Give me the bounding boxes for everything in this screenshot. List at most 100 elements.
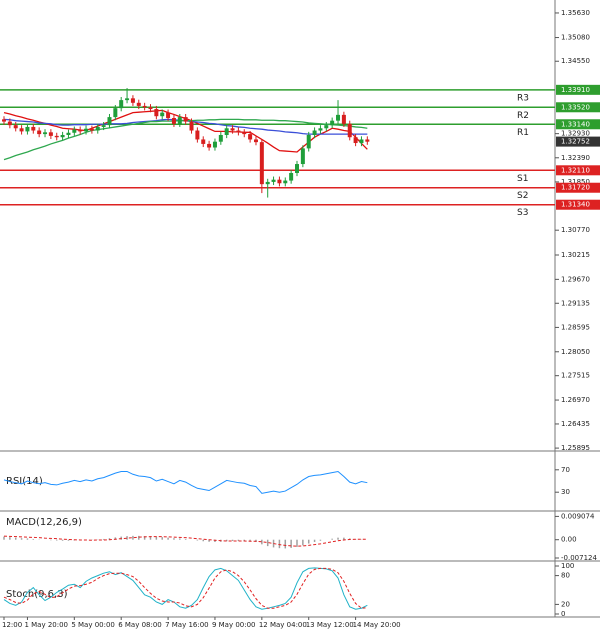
candle-body	[66, 132, 71, 135]
y-tick-label: 1.29670	[561, 275, 590, 283]
level-price-label: 1.33140	[561, 120, 590, 128]
candle-body	[43, 132, 48, 135]
level-price-label: 1.31340	[561, 201, 590, 209]
y-tick-label: 1.32930	[561, 130, 590, 138]
candle-body	[2, 119, 6, 122]
y-tick-label: 1.32390	[561, 154, 590, 162]
level-price-box	[556, 102, 600, 113]
y-tick-label: 0.00	[561, 536, 577, 544]
level-price-box	[556, 84, 600, 95]
x-tick-label: 5 May 00:00	[71, 621, 115, 629]
y-tick-label: 1.30215	[561, 251, 590, 259]
candle-body	[318, 128, 323, 131]
level-price-label: 1.32110	[561, 166, 590, 174]
candle-body	[353, 137, 358, 144]
level-price-box	[556, 199, 600, 210]
candle-body	[160, 112, 165, 117]
y-tick-label: 0.009074	[561, 512, 595, 520]
candle-body	[177, 117, 182, 124]
y-tick-label: -0.007124	[561, 554, 597, 562]
candle-body	[336, 114, 341, 121]
candle-body	[312, 130, 317, 135]
candle-body	[207, 143, 212, 148]
y-tick-label: 1.34550	[561, 57, 590, 65]
level-price-label: 1.31720	[561, 184, 590, 192]
candle-body	[201, 139, 206, 144]
candle-body	[300, 148, 305, 165]
level-name: S1	[517, 174, 528, 184]
x-tick-label: 13 May 12:00	[306, 621, 354, 629]
level-price-box	[556, 165, 600, 176]
level-name: R3	[517, 93, 529, 103]
candle-body	[19, 128, 24, 132]
candle-body	[13, 125, 18, 129]
candle-body	[324, 125, 329, 129]
indicator-line	[3, 567, 368, 609]
level-price-box	[556, 182, 600, 193]
candle-body	[236, 130, 241, 133]
candle-body	[95, 126, 100, 131]
candle-body	[148, 107, 153, 110]
candle-body	[347, 123, 352, 138]
x-tick-label: 1 May 20:00	[24, 621, 68, 629]
panel-title: MACD(12,26,9)	[6, 517, 82, 528]
y-tick-label: 1.35080	[561, 34, 590, 42]
candle-body	[78, 129, 83, 132]
level-name: S3	[517, 208, 528, 218]
candle-body	[330, 120, 335, 126]
candle-body	[84, 128, 89, 132]
y-tick-label: 20	[561, 600, 570, 608]
level-price-box	[556, 119, 600, 130]
panel-title: RSI(14)	[6, 476, 43, 487]
candle-body	[341, 114, 346, 124]
x-tick-label: 12:00	[2, 621, 22, 629]
y-tick-label: 0	[561, 610, 565, 618]
candle-body	[119, 100, 124, 109]
y-tick-label: 1.26435	[561, 420, 590, 428]
current-price-label: 1.32752	[561, 138, 590, 146]
candle-body	[265, 181, 270, 185]
candle-body	[130, 98, 135, 103]
y-tick-label: 1.35630	[561, 9, 590, 17]
candle-body	[37, 130, 42, 135]
x-tick-label: 14 May 20:00	[353, 621, 401, 629]
candle-body	[242, 132, 247, 135]
x-tick-label: 7 May 16:00	[165, 621, 209, 629]
candle-body	[189, 121, 194, 131]
candle-body	[7, 121, 12, 126]
candle-body	[224, 128, 229, 135]
indicator-line	[3, 470, 368, 494]
y-tick-label: 1.29135	[561, 299, 590, 307]
y-tick-label: 1.26970	[561, 396, 590, 404]
candle-body	[107, 117, 112, 126]
candle-body	[248, 134, 253, 140]
candle-body	[365, 139, 370, 142]
candle-body	[54, 135, 59, 138]
y-tick-label: 1.28050	[561, 348, 590, 356]
candle-body	[154, 109, 159, 117]
candle-body	[212, 141, 217, 148]
level-price-label: 1.33520	[561, 103, 590, 111]
y-tick-label: 100	[561, 562, 574, 570]
y-tick-label: 1.28595	[561, 323, 590, 331]
indicator-line	[3, 567, 368, 610]
y-tick-label: 70	[561, 466, 570, 474]
candle-body	[306, 134, 311, 149]
macd-signal	[3, 535, 368, 547]
candle-body	[253, 139, 258, 143]
candle-body	[271, 179, 276, 182]
candle-body	[31, 126, 36, 131]
candle-body	[101, 125, 106, 127]
x-tick-label: 12 May 04:00	[259, 621, 307, 629]
y-tick-label: 1.27515	[561, 372, 590, 380]
level-name: S2	[517, 191, 528, 201]
candle-body	[289, 172, 294, 181]
x-tick-label: 9 May 00:00	[212, 621, 256, 629]
current-price-box	[556, 136, 600, 147]
candle-body	[218, 134, 223, 142]
candle-body	[166, 112, 171, 119]
candle-body	[171, 118, 176, 124]
